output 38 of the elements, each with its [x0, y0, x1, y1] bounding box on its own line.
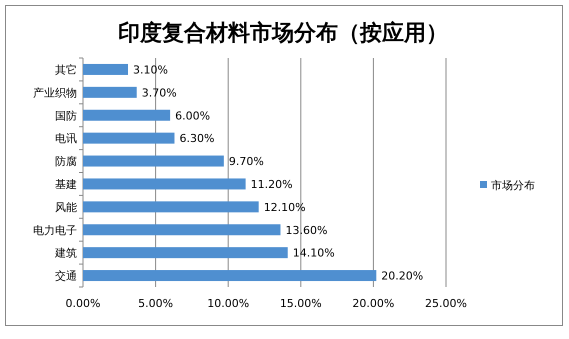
data-label: 14.10% [292, 246, 335, 260]
y-tick-label: 防腐 [55, 155, 77, 168]
x-tick-label: 0.00% [66, 297, 100, 310]
legend-label: 市场分布 [491, 179, 535, 192]
bar [83, 247, 288, 258]
y-tick-label: 风能 [55, 200, 77, 214]
x-tick-label: 25.00% [425, 297, 467, 310]
data-label: 20.20% [381, 270, 424, 283]
data-label: 6.30% [179, 132, 214, 146]
data-label: 3.70% [142, 86, 177, 100]
x-tick-label: 15.00% [280, 297, 322, 310]
data-label: 9.70% [228, 155, 264, 168]
x-tick-label: 20.00% [352, 297, 394, 310]
bar [83, 270, 376, 282]
y-tick-label: 电力电子 [33, 224, 77, 237]
bar [83, 156, 224, 167]
y-tick-label: 建筑 [54, 246, 77, 260]
chart-title: 印度复合材料市场分布（按应用） [118, 20, 448, 46]
y-tick-label: 其它 [55, 63, 77, 76]
x-tick-label: 10.00% [207, 297, 250, 310]
x-tick-label: 5.00% [138, 297, 174, 310]
data-label: 11.20% [250, 178, 293, 191]
y-tick-label: 交通 [55, 270, 77, 283]
data-label: 13.60% [285, 224, 328, 237]
data-label: 6.00% [175, 109, 210, 122]
y-tick-label: 国防 [55, 109, 77, 122]
y-tick-label: 电讯 [55, 132, 77, 146]
data-label: 12.10% [264, 200, 306, 214]
bar [83, 178, 246, 190]
data-label: 3.10% [133, 63, 168, 76]
bar [83, 201, 259, 212]
bar [83, 224, 280, 236]
bar [83, 110, 170, 121]
bar [83, 64, 128, 75]
bar [83, 86, 137, 98]
bar [83, 132, 174, 144]
y-tick-label: 产业织物 [33, 86, 77, 100]
y-tick-label: 基建 [55, 178, 77, 191]
